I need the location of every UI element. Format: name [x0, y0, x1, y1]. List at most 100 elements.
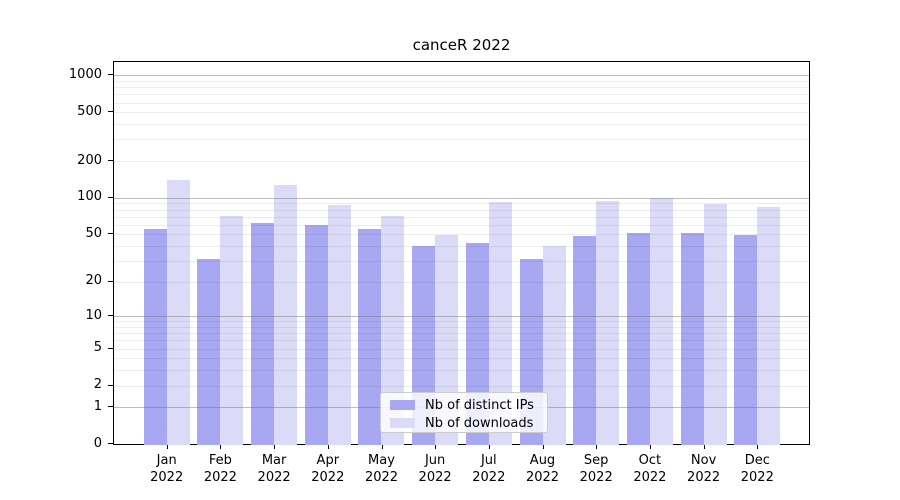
y-tick-label-50: 50	[85, 225, 102, 241]
legend-item-downloads: Nb of downloads	[390, 415, 547, 431]
bar-distinct-ips-apr	[304, 224, 328, 445]
bar-downloads-sep	[596, 200, 620, 445]
x-tick-label-sep: Sep 2022	[579, 453, 613, 485]
gridline-3	[114, 370, 809, 372]
y-tick-label-1000: 1000	[68, 66, 102, 82]
gridline-90	[114, 203, 809, 205]
y-tick-label-2: 2	[93, 377, 102, 393]
bar-distinct-ips-oct	[626, 233, 650, 445]
gridline-70	[114, 216, 809, 218]
gridline-50	[114, 234, 809, 236]
y-tick-200	[108, 160, 113, 161]
x-tick-may	[381, 445, 383, 449]
gridline-300	[114, 139, 809, 141]
legend-label-downloads: Nb of downloads	[425, 415, 534, 431]
bar-distinct-ips-mar	[251, 223, 275, 445]
gridline-1000	[114, 75, 809, 77]
x-tick-oct	[649, 445, 651, 449]
legend-label-distinct-ips: Nb of distinct IPs	[425, 397, 534, 413]
legend-swatch-downloads	[390, 418, 415, 428]
legend-item-distinct-ips: Nb of distinct IPs	[390, 397, 547, 413]
gridline-80	[114, 209, 809, 211]
x-tick-label-nov: Nov 2022	[687, 453, 721, 485]
y-tick-label-0: 0	[93, 435, 102, 451]
y-tick-100	[108, 196, 113, 198]
x-tick-feb	[220, 445, 222, 449]
x-tick-sep	[596, 445, 598, 449]
chart-title: canceR 2022	[412, 36, 511, 54]
gridline-20	[114, 281, 809, 283]
y-tick-label-5: 5	[93, 340, 102, 356]
y-tick-50	[108, 233, 113, 235]
bar-downloads-aug	[542, 245, 566, 445]
gridline-30	[114, 260, 809, 262]
plot-area: Nb of distinct IPs Nb of downloads	[113, 61, 810, 445]
gridline-900	[114, 80, 809, 82]
y-tick-500	[108, 111, 113, 113]
bar-downloads-jan	[166, 179, 190, 445]
bar-distinct-ips-may	[358, 229, 382, 445]
gridline-700	[114, 94, 809, 96]
gridlines-layer	[114, 62, 809, 444]
x-tick-label-apr: Apr 2022	[311, 453, 345, 485]
gridline-60	[114, 224, 809, 226]
bar-downloads-dec	[757, 207, 781, 445]
legend-swatch-distinct-ips	[390, 400, 415, 410]
gridline-200	[114, 161, 809, 162]
x-tick-jul	[488, 445, 490, 449]
gridline-600	[114, 102, 809, 104]
gridline-8	[114, 326, 809, 328]
bar-downloads-may	[381, 215, 405, 445]
gridline-9	[114, 321, 809, 323]
bar-distinct-ips-nov	[680, 233, 704, 445]
gridline-100	[114, 197, 809, 199]
y-tick-label-200: 200	[77, 152, 102, 168]
bar-distinct-ips-dec	[734, 235, 758, 445]
y-tick-0	[108, 443, 113, 445]
gridline-10	[114, 316, 809, 318]
x-tick-label-jun: Jun 2022	[418, 453, 452, 485]
bar-downloads-nov	[703, 203, 727, 445]
y-tick-label-1: 1	[93, 398, 102, 414]
x-tick-mar	[274, 445, 276, 449]
legend: Nb of distinct IPs Nb of downloads	[380, 392, 548, 433]
y-tick-label-500: 500	[77, 103, 102, 119]
x-tick-label-oct: Oct 2022	[633, 453, 667, 485]
y-tick-2	[108, 384, 113, 386]
y-tick-1000	[108, 74, 113, 76]
x-tick-apr	[327, 445, 329, 449]
y-tick-label-20: 20	[85, 273, 102, 289]
gridline-500	[114, 112, 809, 114]
x-tick-label-jul: Jul 2022	[472, 453, 506, 485]
y-tick-5	[108, 347, 113, 349]
gridline-800	[114, 87, 809, 89]
x-tick-label-aug: Aug 2022	[525, 453, 560, 485]
gridline-7	[114, 333, 809, 335]
bar-distinct-ips-sep	[573, 236, 597, 445]
x-tick-aug	[542, 445, 544, 449]
x-tick-label-jan: Jan 2022	[150, 453, 184, 485]
gridline-2	[114, 385, 809, 387]
gridline-400	[114, 124, 809, 126]
gridline-40	[114, 245, 809, 247]
gridline-6	[114, 340, 809, 342]
x-tick-jun	[435, 445, 437, 449]
bar-distinct-ips-feb	[197, 259, 221, 445]
x-tick-label-dec: Dec 2022	[740, 453, 774, 485]
x-tick-nov	[703, 445, 705, 449]
bar-downloads-apr	[327, 205, 351, 445]
x-tick-label-mar: Mar 2022	[257, 453, 291, 485]
y-tick-10	[108, 315, 113, 317]
bar-downloads-mar	[274, 185, 298, 445]
x-tick-jan	[166, 445, 168, 449]
bar-downloads-oct	[649, 197, 673, 445]
x-tick-label-may: May 2022	[364, 453, 399, 485]
bar-distinct-ips-jan	[143, 229, 167, 445]
y-tick-label-10: 10	[85, 307, 102, 323]
x-tick-dec	[757, 445, 759, 449]
x-tick-label-feb: Feb 2022	[203, 453, 237, 485]
y-tick-20	[108, 280, 113, 282]
bar-downloads-feb	[220, 215, 244, 445]
y-tick-1	[108, 406, 113, 408]
